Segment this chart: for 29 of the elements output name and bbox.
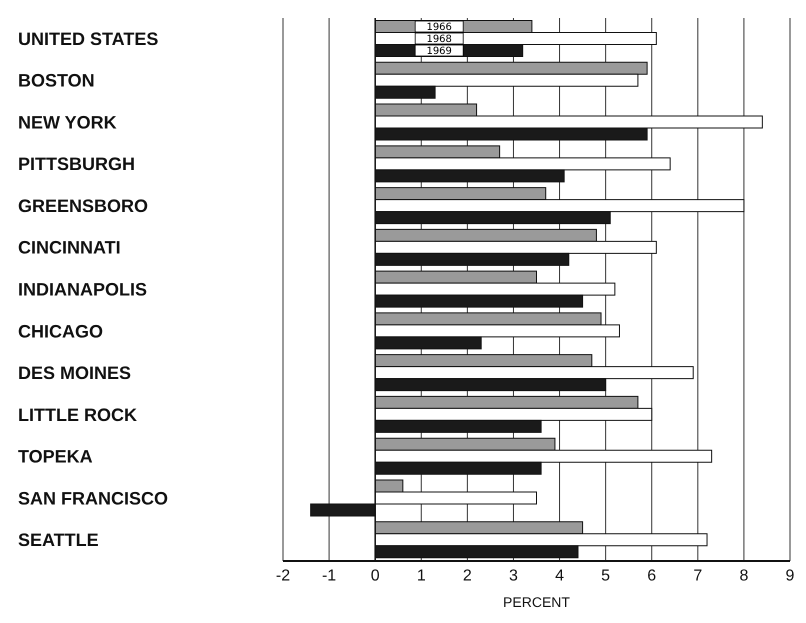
y-tick-label: CINCINNATI [18, 238, 121, 258]
x-tick-label: 8 [739, 567, 748, 584]
y-tick-label: NEW YORK [18, 112, 117, 132]
y-tick-label: DES MOINES [18, 363, 132, 384]
x-tick-label: 5 [601, 567, 610, 584]
y-tick-label: UNITED STATES [18, 28, 158, 49]
x-tick-label: 9 [786, 567, 795, 584]
y-tick-label: SEATTLE [18, 530, 99, 550]
y-tick-label: TOPEKA [18, 446, 93, 467]
y-tick-label: CHICAGO [18, 321, 103, 342]
x-tick-label: -1 [322, 567, 336, 584]
y-tick-label: BOSTON [18, 70, 95, 91]
y-tick-label: PITTSBURGH [18, 154, 135, 174]
x-axis-title: PERCENT [503, 594, 570, 610]
y-tick-label: SAN FRANCISCO [18, 488, 168, 508]
series-label: 1969 [426, 46, 452, 58]
x-tick-label: -2 [276, 567, 290, 584]
y-tick-label: LITTLE ROCK [18, 404, 137, 425]
x-tick-label: 0 [370, 567, 380, 584]
series-label: 1968 [426, 34, 452, 46]
y-tick-label: INDIANAPOLIS [18, 280, 148, 300]
x-tick-label: 6 [647, 567, 656, 584]
x-tick-label: 1 [416, 567, 426, 584]
series-label: 1966 [426, 22, 452, 34]
x-tick-label: 2 [462, 567, 472, 584]
y-tick-label: GREENSBORO [18, 196, 148, 216]
x-tick-label: 4 [555, 567, 564, 584]
x-tick-label: 3 [509, 567, 518, 584]
x-tick-label: 7 [693, 567, 702, 584]
